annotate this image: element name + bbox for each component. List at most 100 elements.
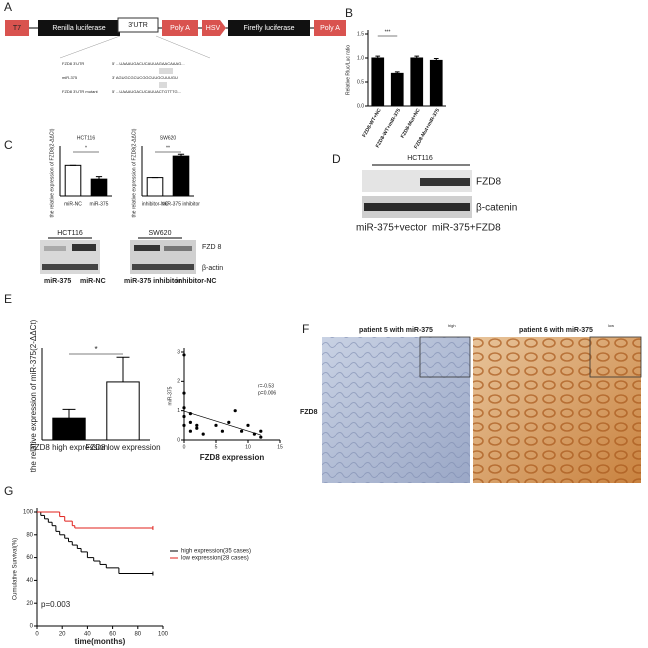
x-tick-label: 40 [84,632,91,638]
band [420,178,470,186]
seq-label: miR-375 [62,75,78,80]
zoom-line [155,35,211,59]
annotation: p=0.003 [41,600,71,609]
blot-title: SW620 [149,230,172,237]
x-tick-label: 100 [158,632,169,638]
x-axis-label: FZD8 expression [200,453,265,462]
error-bar [62,408,76,419]
x-tick-label: 5 [215,444,218,450]
ihc-sup: low [608,323,614,328]
point [182,353,186,357]
band [132,264,194,270]
significance: ** [166,145,170,151]
blot-title: HCT116 [407,155,433,162]
point [201,432,205,436]
point [182,423,186,427]
lane-label: miR-NC [80,278,106,285]
error-bar [433,57,439,61]
point [188,412,192,416]
seq-label: FZD8 3'UTR [62,61,84,66]
error-bar [375,55,381,58]
chart-title: SW620 [160,135,177,141]
x-tick-label: inhibitor-NC [142,201,169,207]
point [188,429,192,433]
error-bar [116,356,130,382]
band [72,244,96,251]
legend-label: low expression(28 cases) [181,556,249,562]
annotation: p=0.006 [258,390,276,396]
point [182,391,186,395]
panel-letter: F [302,322,309,336]
y-axis-label: the relative expression of FZD8(2-ΔΔCt) [131,128,137,217]
y-axis-label: Cumulative Survival(%) [13,538,19,600]
significance: * [94,345,97,354]
x-tick-label: FZD8-WT+NC [361,107,382,138]
band-label: FZD8 [476,177,501,188]
renilla-box [38,20,120,36]
bar [429,59,443,107]
band [164,246,192,251]
point [246,423,250,427]
utr: 3'UTR [128,22,148,29]
ihc-title: patient 5 with miR-375 [359,327,433,334]
panel-letter: G [4,484,13,498]
panel-letter: C [4,138,13,152]
y-tick-label: 1 [177,408,180,414]
t7: T7 [13,25,21,32]
point [182,414,186,419]
y-tick-label: 80 [26,532,33,538]
y-tick-label: 0 [177,437,180,443]
t7-box [5,20,29,36]
point [220,429,224,433]
x-tick-label: miR-375 [90,201,109,207]
bar [410,57,424,107]
firefly: Firefly luciferase [244,25,295,32]
hsv: HSV [206,25,221,32]
blot-title: HCT116 [57,230,83,237]
band [134,245,160,251]
panel-letter: D [332,152,341,166]
blot-d: HCT116 FZD8 β-catenin miR-375+vector miR… [356,155,517,234]
x-tick-label: 80 [134,632,141,638]
band [42,264,98,270]
bar [390,72,404,107]
x-tick-label: miR-375 inhibitor [162,201,200,207]
sequence: 3' AGUGCGCUCGGCUUGCUUUGU [112,75,178,80]
trend-line [183,410,261,436]
bar [90,178,108,197]
x-tick-label: 60 [109,632,116,638]
bar [52,417,86,441]
polya-box [314,20,346,36]
ihc: patient 5 with miR-375 high patient 6 wi… [300,323,642,483]
renilla: Renilla luciferase [52,25,105,32]
point [214,423,218,427]
utr-box [117,17,159,33]
x-tick-label: 15 [277,444,283,450]
band [364,203,470,211]
bar [64,164,82,197]
lane-label: inhibitor-NC [176,278,216,285]
y-tick-label: 100 [23,510,34,516]
x-tick-label: 0 [35,632,39,638]
x-tick-label: FZD8-Mut+NC [400,107,422,139]
seq-label: FZD8 3'UTR mutant [62,89,99,94]
ihc-title: patient 6 with miR-375 [519,327,593,334]
panel-letter: B [345,6,353,20]
band-label: β-catenin [476,203,517,214]
y-axis-label: miR-375 [167,386,173,405]
bar [106,381,140,441]
firefly-box [228,20,310,36]
significance: * [85,145,87,151]
inset [589,336,642,378]
band-label: FZD 8 [202,244,222,251]
y-axis-label: Relative Rluc/Luc ratio [345,45,351,95]
polya-box [162,20,198,36]
y-tick-label: 0.0 [357,103,364,109]
lane-label: miR-375 inhibitor [124,278,181,285]
blot-c: HCT116 SW620 FZD 8 β-actin miR-375 miR-N… [40,230,223,285]
y-tick-label: 1.5 [357,31,364,37]
y-tick-label: 40 [26,578,33,584]
point [182,406,186,410]
